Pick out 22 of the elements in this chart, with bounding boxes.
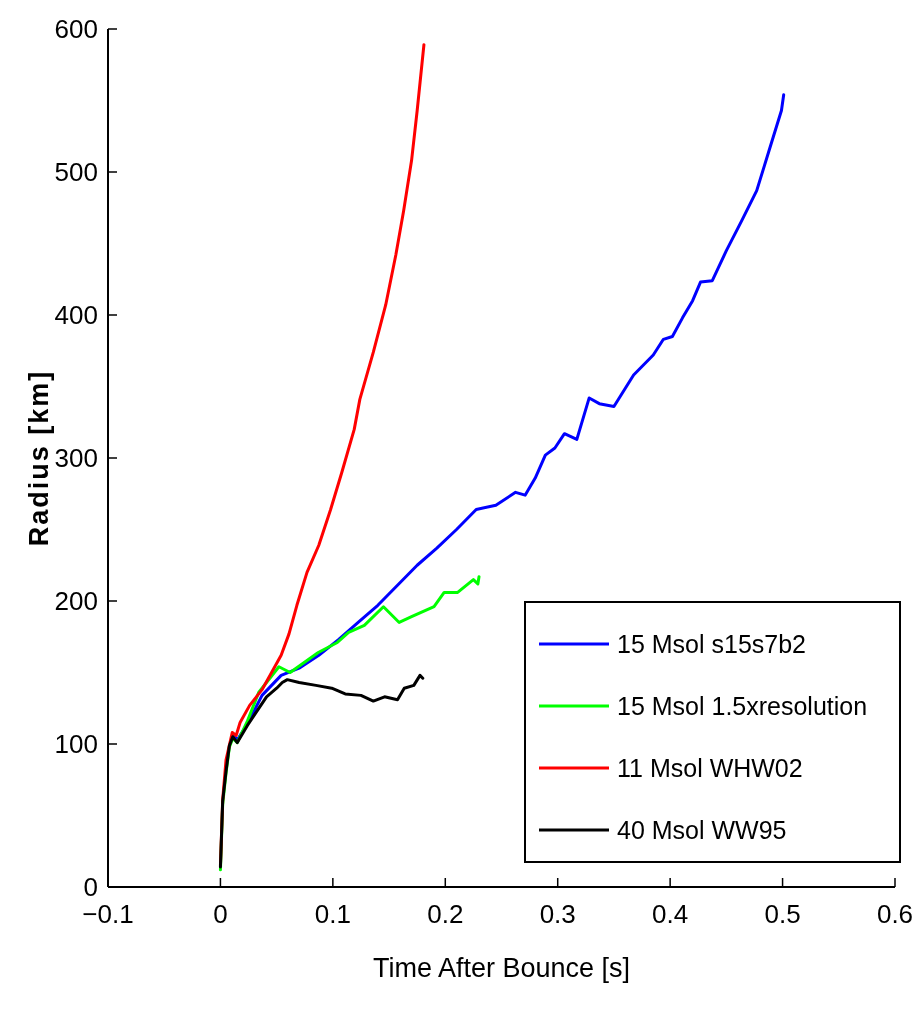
y-tick-label: 600 (54, 14, 98, 44)
x-tick-label: −0.1 (82, 899, 134, 929)
line-series (218, 673, 425, 869)
x-tick-label: 0.6 (876, 899, 914, 929)
legend-label: 40 Msol WW95 (617, 816, 787, 844)
y-tick-label: 100 (54, 729, 98, 759)
x-tick-label: 0.5 (764, 899, 801, 929)
legend-label: 11 Msol WHW02 (617, 754, 803, 782)
x-tick-label: 0.4 (652, 899, 689, 929)
y-tick-label: 200 (54, 586, 98, 616)
legend-label: 15 Msol 1.5xresolution (617, 692, 868, 720)
x-tick-label: 0 (213, 899, 228, 929)
x-axis-title: Time After Bounce [s] (372, 953, 631, 983)
x-tick-label: 0.3 (539, 899, 576, 929)
y-tick-label: 300 (54, 443, 98, 473)
y-tick-label: 400 (54, 300, 98, 330)
legend-label: 15 Msol s15s7b2 (617, 630, 807, 658)
y-tick-label: 500 (54, 157, 98, 187)
y-axis-title: Radius [km] (24, 369, 54, 547)
x-tick-label: 0.1 (314, 899, 351, 929)
y-tick-label: 0 (83, 872, 98, 902)
x-tick-label: 0.2 (427, 899, 464, 929)
